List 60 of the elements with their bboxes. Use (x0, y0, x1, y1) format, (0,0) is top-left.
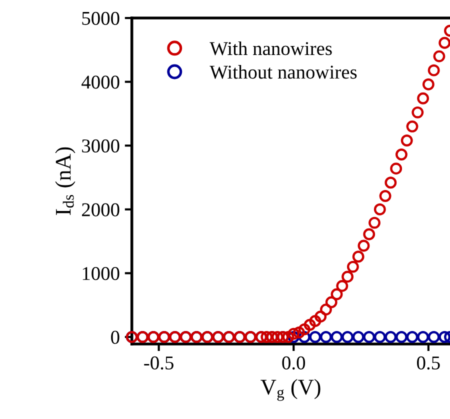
point (309, 331, 322, 343)
y-tick-label: 2000 (82, 203, 120, 216)
point (374, 203, 386, 216)
x-tick-label: 0.0 (282, 356, 306, 370)
point (428, 64, 440, 76)
point (325, 296, 338, 308)
point (422, 78, 434, 90)
point (400, 134, 413, 146)
point (342, 270, 354, 283)
legend-label: With nanowires (210, 41, 332, 56)
point (428, 331, 440, 343)
point (320, 304, 332, 316)
point (395, 148, 408, 161)
point (352, 331, 364, 343)
point (363, 228, 376, 240)
point (288, 331, 300, 343)
point (433, 50, 446, 62)
point (412, 106, 424, 118)
point (406, 120, 418, 132)
point (395, 331, 408, 343)
point (288, 328, 300, 340)
x-tick-label: 0.5 (417, 356, 440, 370)
point (379, 190, 392, 202)
point (298, 323, 310, 336)
point (358, 240, 370, 252)
point (384, 176, 397, 189)
point (330, 331, 343, 343)
point (309, 315, 322, 328)
point (271, 331, 284, 343)
y-tick-label: 3000 (82, 139, 120, 153)
point (346, 260, 359, 273)
legend-label: Without nanowires (210, 65, 357, 79)
y-tick-label: 1000 (82, 267, 120, 280)
point (330, 288, 343, 300)
point (336, 280, 348, 292)
point (390, 162, 402, 175)
y-tick-label: 0 (111, 330, 120, 344)
point (282, 331, 294, 343)
point (314, 310, 327, 323)
point (320, 331, 332, 343)
point (342, 331, 354, 343)
x-axis-title: V$_{g}$ (V) (260, 378, 320, 401)
y-tick-label: 4000 (82, 76, 120, 89)
point (260, 331, 273, 343)
point (298, 331, 310, 343)
point (368, 216, 380, 229)
point (384, 331, 397, 343)
y-axis-title: I$_{ds}$ (nA) (55, 147, 76, 215)
point (363, 331, 376, 343)
point (304, 318, 316, 331)
x-tick-label: -0.5 (144, 356, 174, 370)
point (438, 36, 450, 49)
y-tick-label: 5000 (82, 12, 120, 25)
point (374, 331, 386, 343)
point (406, 331, 418, 343)
point (352, 250, 364, 263)
point (293, 326, 305, 338)
point (438, 331, 450, 343)
point (417, 92, 430, 104)
point (417, 331, 430, 343)
